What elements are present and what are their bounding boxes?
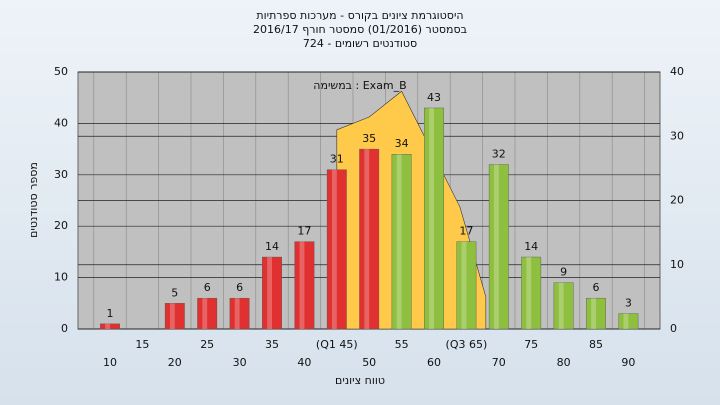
x-tick-label: 15 xyxy=(135,338,149,351)
data-label: 9 xyxy=(560,266,567,279)
x-tick-label: 90 xyxy=(621,356,635,369)
bar-highlight xyxy=(364,149,370,329)
y-tick-label: 40 xyxy=(54,116,68,129)
data-label: 31 xyxy=(330,153,344,166)
x-tick-label: 70 xyxy=(492,356,506,369)
annotation: במשימה : Exam_B xyxy=(313,79,406,92)
bar xyxy=(618,313,639,330)
bar xyxy=(456,241,477,330)
bar-highlight xyxy=(331,169,337,329)
data-label: 5 xyxy=(171,286,178,299)
bar xyxy=(294,241,315,330)
bar-highlight xyxy=(169,303,175,329)
bar xyxy=(553,282,574,330)
data-label: 6 xyxy=(204,281,211,294)
bar xyxy=(100,323,120,330)
data-label: 14 xyxy=(265,240,279,253)
data-label: 17 xyxy=(459,225,473,238)
x-tick-label: 60 xyxy=(427,356,441,369)
x-tick-label: 50 xyxy=(362,356,376,369)
chart-subtitle: סטודנטים רשומים - 724 xyxy=(303,37,417,50)
chart-title: היסטוגרמת ציונים בקורס - מערכות ספרתיות xyxy=(256,9,463,22)
x-tick-label: 25 xyxy=(200,338,214,351)
bar-highlight xyxy=(623,313,629,329)
data-label: 1 xyxy=(107,307,114,320)
bar-highlight xyxy=(299,241,305,329)
bar xyxy=(164,303,185,330)
bar xyxy=(586,297,606,330)
y-tick-label: 0 xyxy=(61,322,68,335)
bar-highlight xyxy=(396,154,402,329)
bar xyxy=(521,256,542,330)
x-tick-label: 40 xyxy=(297,356,311,369)
y-tick-label: 20 xyxy=(54,219,68,232)
bar-highlight xyxy=(526,257,532,329)
x-tick-label: 55 xyxy=(395,338,409,351)
chart-subtitle: בסמסטר (01/2016) סמסטר חורף 2016/17 xyxy=(253,23,467,36)
bar xyxy=(262,256,282,330)
x-tick-label: (Q1 45) xyxy=(316,338,358,351)
bar-highlight xyxy=(591,298,596,329)
y-tick-label: 10 xyxy=(54,271,68,284)
bar-highlight xyxy=(105,323,110,329)
data-label: 35 xyxy=(362,132,376,145)
y-tick-label: 30 xyxy=(54,168,68,181)
bar-highlight xyxy=(461,241,467,329)
y2-tick-label: 10 xyxy=(670,258,684,271)
x-tick-label: 85 xyxy=(589,338,603,351)
bar xyxy=(359,148,380,330)
data-label: 43 xyxy=(427,91,441,104)
x-tick-label: 75 xyxy=(524,338,538,351)
bar-highlight xyxy=(429,107,434,329)
y-axis-label: מספר סטודנטים xyxy=(27,162,40,238)
bar xyxy=(424,107,444,330)
bar-highlight xyxy=(234,298,240,329)
bar xyxy=(391,154,412,330)
data-label: 17 xyxy=(297,225,311,238)
x-tick-label: 80 xyxy=(557,356,571,369)
x-tick-label: 20 xyxy=(168,356,182,369)
data-label: 6 xyxy=(236,281,243,294)
x-tick-label: 10 xyxy=(103,356,117,369)
y2-tick-label: 20 xyxy=(670,194,684,207)
y2-tick-label: 0 xyxy=(670,322,677,335)
x-tick-label: 35 xyxy=(265,338,279,351)
bar-highlight xyxy=(558,282,564,329)
y2-tick-label: 40 xyxy=(670,65,684,78)
data-label: 6 xyxy=(593,281,600,294)
bar-highlight xyxy=(267,257,272,329)
x-axis-label: טווח ציונים xyxy=(335,374,385,387)
bar-highlight xyxy=(493,164,499,329)
x-tick-label: (Q3 65) xyxy=(446,338,488,351)
bar xyxy=(326,169,347,330)
y-tick-label: 50 xyxy=(54,65,68,78)
data-label: 3 xyxy=(625,297,632,310)
bar xyxy=(229,297,250,330)
data-label: 34 xyxy=(395,137,409,150)
bar xyxy=(488,164,509,330)
bar-highlight xyxy=(202,298,208,329)
y2-tick-label: 30 xyxy=(670,129,684,142)
bar xyxy=(197,297,218,330)
x-tick-label: 30 xyxy=(233,356,247,369)
data-label: 32 xyxy=(492,148,506,161)
data-label: 14 xyxy=(524,240,538,253)
